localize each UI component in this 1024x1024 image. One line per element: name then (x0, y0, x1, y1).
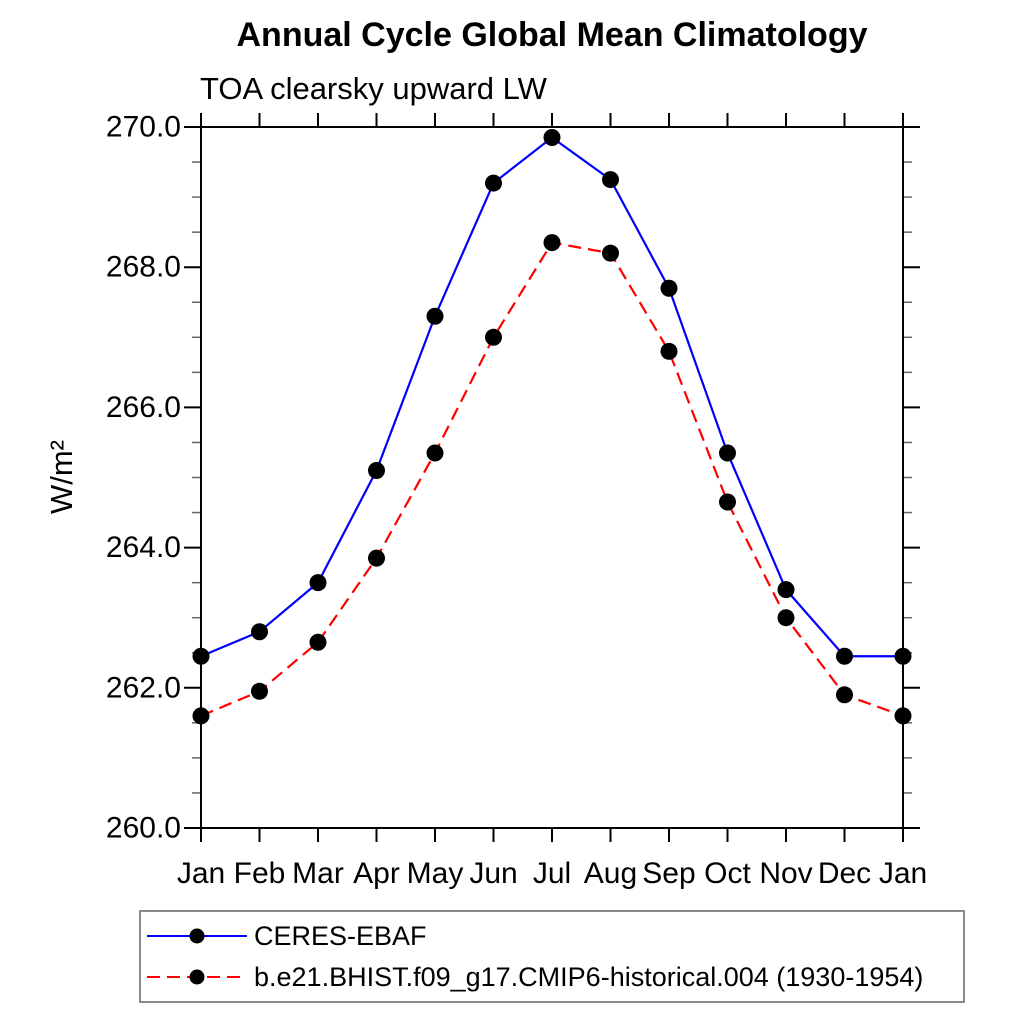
data-point-marker (719, 444, 736, 462)
legend-label-model: b.e21.BHIST.f09_g17.CMIP6-historical.004… (254, 961, 924, 992)
legend-label-ceres-ebaf: CERES-EBAF (254, 920, 427, 951)
x-tick-label: Aug (584, 857, 637, 890)
x-tick-label: Jan (879, 857, 927, 890)
legend-item-ceres-ebaf: CERES-EBAF (145, 919, 963, 953)
data-point-marker (894, 707, 912, 725)
x-tick-label: May (407, 857, 464, 890)
data-point-marker (251, 682, 268, 700)
data-point-marker (485, 328, 502, 346)
x-tick-label: Jan (177, 857, 225, 890)
data-point-marker (192, 707, 210, 725)
x-tick-label: Apr (353, 857, 400, 890)
data-point-marker (660, 342, 678, 360)
y-tick-label: 266.0 (106, 391, 181, 424)
x-tick-label: Nov (759, 857, 812, 890)
data-point-marker (719, 493, 736, 511)
data-point-marker (485, 174, 502, 192)
y-tick-label: 264.0 (106, 531, 181, 564)
data-point-marker (777, 581, 795, 599)
data-point-marker (602, 244, 619, 262)
chart-subtitle: TOA clearsky upward LW (200, 71, 547, 106)
data-point-marker (660, 279, 678, 297)
x-tick-label: Oct (704, 857, 751, 890)
x-tick-label: Jul (533, 857, 571, 890)
legend-item-model: b.e21.BHIST.f09_g17.CMIP6-historical.004… (145, 960, 963, 994)
data-point-marker (309, 574, 327, 592)
x-tick-label: Dec (818, 857, 871, 890)
data-point-marker (777, 609, 795, 627)
series-line-solid (200, 136, 903, 658)
data-point-marker (368, 549, 385, 567)
plot-frame (200, 126, 904, 829)
data-point-marker (894, 647, 912, 665)
data-point-marker (426, 444, 444, 462)
x-tick-label: Sep (642, 857, 695, 890)
legend-sample-dashed-line (147, 969, 247, 985)
y-tick-label: 262.0 (106, 671, 181, 704)
x-tick-label: Feb (234, 857, 286, 890)
chart-title: Annual Cycle Global Mean Climatology (236, 16, 868, 54)
data-point-marker (836, 647, 853, 665)
legend-sample-solid-line (147, 928, 247, 944)
data-point-marker (543, 129, 561, 147)
y-tick-label: 270.0 (106, 111, 181, 144)
x-tick-label: Jun (469, 857, 517, 890)
data-point-marker (426, 307, 444, 325)
y-tick-label: 260.0 (106, 812, 181, 845)
x-tick-label: Mar (292, 857, 344, 890)
data-point-marker (602, 171, 619, 189)
data-point-marker (309, 633, 327, 651)
legend-marker-dot (189, 969, 205, 985)
data-point-marker (192, 647, 210, 665)
data-point-marker (368, 461, 385, 479)
data-point-marker (836, 686, 853, 704)
legend-box: CERES-EBAF b.e21.BHIST.f09_g17.CMIP6-his… (139, 910, 965, 1003)
legend-marker-dot (189, 928, 205, 944)
data-point-marker (543, 234, 561, 252)
y-tick-label: 268.0 (106, 251, 181, 284)
series-line-dashed (200, 241, 904, 717)
data-point-marker (251, 623, 268, 641)
